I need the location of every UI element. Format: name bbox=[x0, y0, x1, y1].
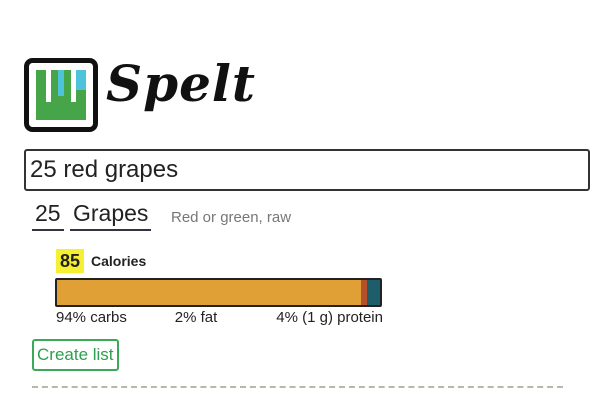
macro-label: 94% carbs bbox=[56, 309, 127, 326]
search-input[interactable]: 25 red grapes bbox=[24, 149, 590, 191]
divider bbox=[32, 386, 563, 388]
food-name[interactable]: Grapes bbox=[70, 200, 152, 231]
app-name: Spelt bbox=[106, 54, 256, 113]
logo bbox=[24, 58, 98, 132]
quantity[interactable]: 25 bbox=[32, 200, 64, 231]
macro-label: 2% fat bbox=[174, 309, 218, 326]
macro-bar bbox=[55, 278, 382, 307]
macro-segment bbox=[367, 280, 380, 305]
create-list-button[interactable]: Create list bbox=[32, 339, 119, 371]
calories-label: Calories bbox=[91, 253, 147, 269]
macro-segment bbox=[57, 280, 361, 305]
macro-label: 4% (1 g) protein bbox=[276, 309, 383, 326]
calories: 85 bbox=[56, 249, 85, 273]
macro-segment bbox=[360, 280, 368, 305]
food-description: Red or green, raw bbox=[171, 209, 292, 226]
